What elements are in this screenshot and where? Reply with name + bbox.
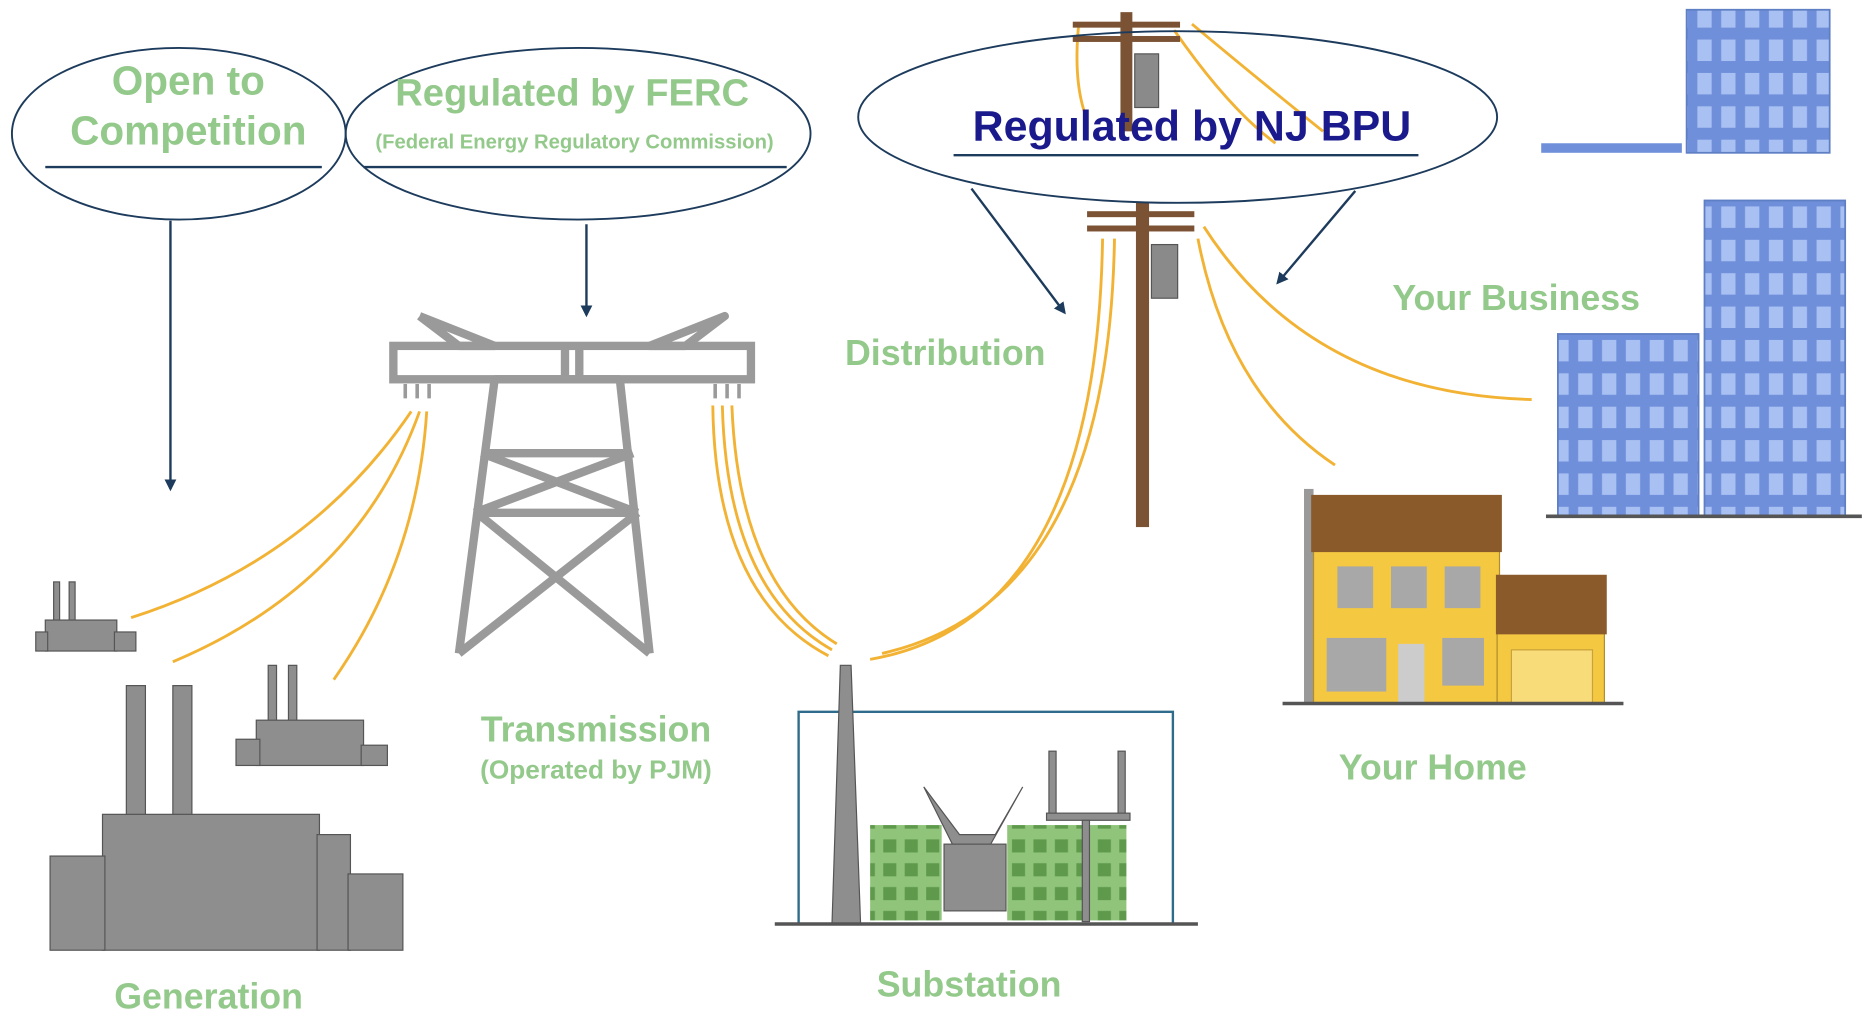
ferc-callout: Regulated by FERC (Federal Energy Regula…	[346, 48, 811, 315]
substation-part	[1007, 825, 1126, 920]
power-plants-part	[256, 720, 363, 765]
power-plants-part	[114, 632, 135, 651]
house-part	[1391, 566, 1427, 608]
wires-part	[131, 411, 411, 617]
power-plants-part	[288, 665, 296, 725]
power-plants-part	[69, 582, 75, 624]
substation-part	[1047, 813, 1130, 820]
utility-poles-part	[1135, 54, 1159, 108]
power-plants-part	[173, 686, 192, 817]
page-body: {"callouts": { "competition": {"lines": …	[0, 0, 1869, 1016]
house-part	[1327, 638, 1387, 692]
callout-subtitle: (Federal Energy Regulatory Commission)	[375, 132, 773, 154]
transmission-tower-part	[393, 346, 751, 379]
diagram: Open to Competition Regulated by FERC (F…	[0, 0, 1869, 1016]
power-plants-part	[236, 739, 260, 765]
house-part	[1398, 644, 1424, 704]
power-plants-part	[45, 620, 117, 651]
substation-part	[870, 825, 942, 920]
utility-poles-part	[1073, 36, 1180, 42]
label: Transmission	[481, 710, 711, 750]
utility-poles-part	[1087, 211, 1194, 217]
label: Substation	[877, 965, 1062, 1005]
transmission-tower-part	[420, 316, 725, 346]
utility-poles	[1073, 12, 1195, 527]
wires-part	[882, 239, 1114, 654]
power-plants-part	[54, 582, 60, 624]
business-buildings-part	[1687, 10, 1830, 153]
bpu-callout-part	[971, 189, 1064, 313]
transmission-tower-part	[459, 453, 650, 653]
utility-poles-part	[1136, 203, 1149, 527]
wires-part	[732, 405, 837, 643]
utility-poles-part	[1151, 245, 1177, 299]
power-plants-part	[103, 814, 320, 950]
power-plants-part	[268, 665, 276, 725]
substation	[775, 665, 1198, 924]
wires-part	[1198, 239, 1335, 465]
wires-part	[870, 239, 1102, 660]
substation-part	[1118, 751, 1125, 817]
utility-poles-part	[1087, 226, 1194, 232]
power-plants-part	[126, 686, 145, 817]
house	[1283, 489, 1624, 704]
label: Distribution	[845, 333, 1046, 373]
power-plants	[36, 582, 403, 950]
wires-part	[713, 405, 829, 655]
power-plants-part	[348, 874, 403, 950]
competition-callout: Open to Competition	[12, 48, 346, 489]
utility-poles-part	[1073, 22, 1180, 28]
house-part	[1511, 650, 1592, 704]
power-plants-part	[36, 632, 48, 651]
business-buildings-part	[1558, 334, 1699, 516]
callout-title: Regulated by NJ BPU	[973, 102, 1412, 150]
house-part	[1311, 495, 1502, 552]
house-part	[1445, 566, 1481, 608]
label-note: (Operated by PJM)	[480, 754, 712, 784]
label: Your Home	[1339, 748, 1527, 788]
label: Your Business	[1392, 278, 1640, 318]
label: Generation	[114, 977, 303, 1016]
power-plants-part	[317, 835, 350, 951]
substation-part	[944, 844, 1006, 911]
house-part	[1337, 566, 1373, 608]
business-buildings-part	[1705, 200, 1846, 516]
page: Electricity supply chain html, body { ma…	[0, 0, 1869, 1016]
substation-part	[1049, 751, 1056, 817]
bpu-callout-part	[1278, 191, 1355, 283]
house-part	[1442, 638, 1484, 686]
power-plants-part	[361, 745, 387, 765]
business-buildings	[1541, 10, 1862, 517]
callout-text: Competition	[70, 107, 306, 153]
house-part	[1496, 575, 1607, 635]
callout-text: Open to	[112, 57, 265, 103]
wires-part	[722, 405, 832, 649]
substation-part	[832, 665, 861, 924]
power-plants-part	[50, 856, 105, 950]
business-buildings-part	[1541, 143, 1682, 153]
transmission-tower-part	[405, 384, 739, 398]
transmission-tower	[393, 316, 751, 653]
substation-part	[1082, 820, 1089, 921]
callout-title: Regulated by FERC	[395, 72, 749, 115]
transmission-tower-part	[565, 346, 579, 379]
